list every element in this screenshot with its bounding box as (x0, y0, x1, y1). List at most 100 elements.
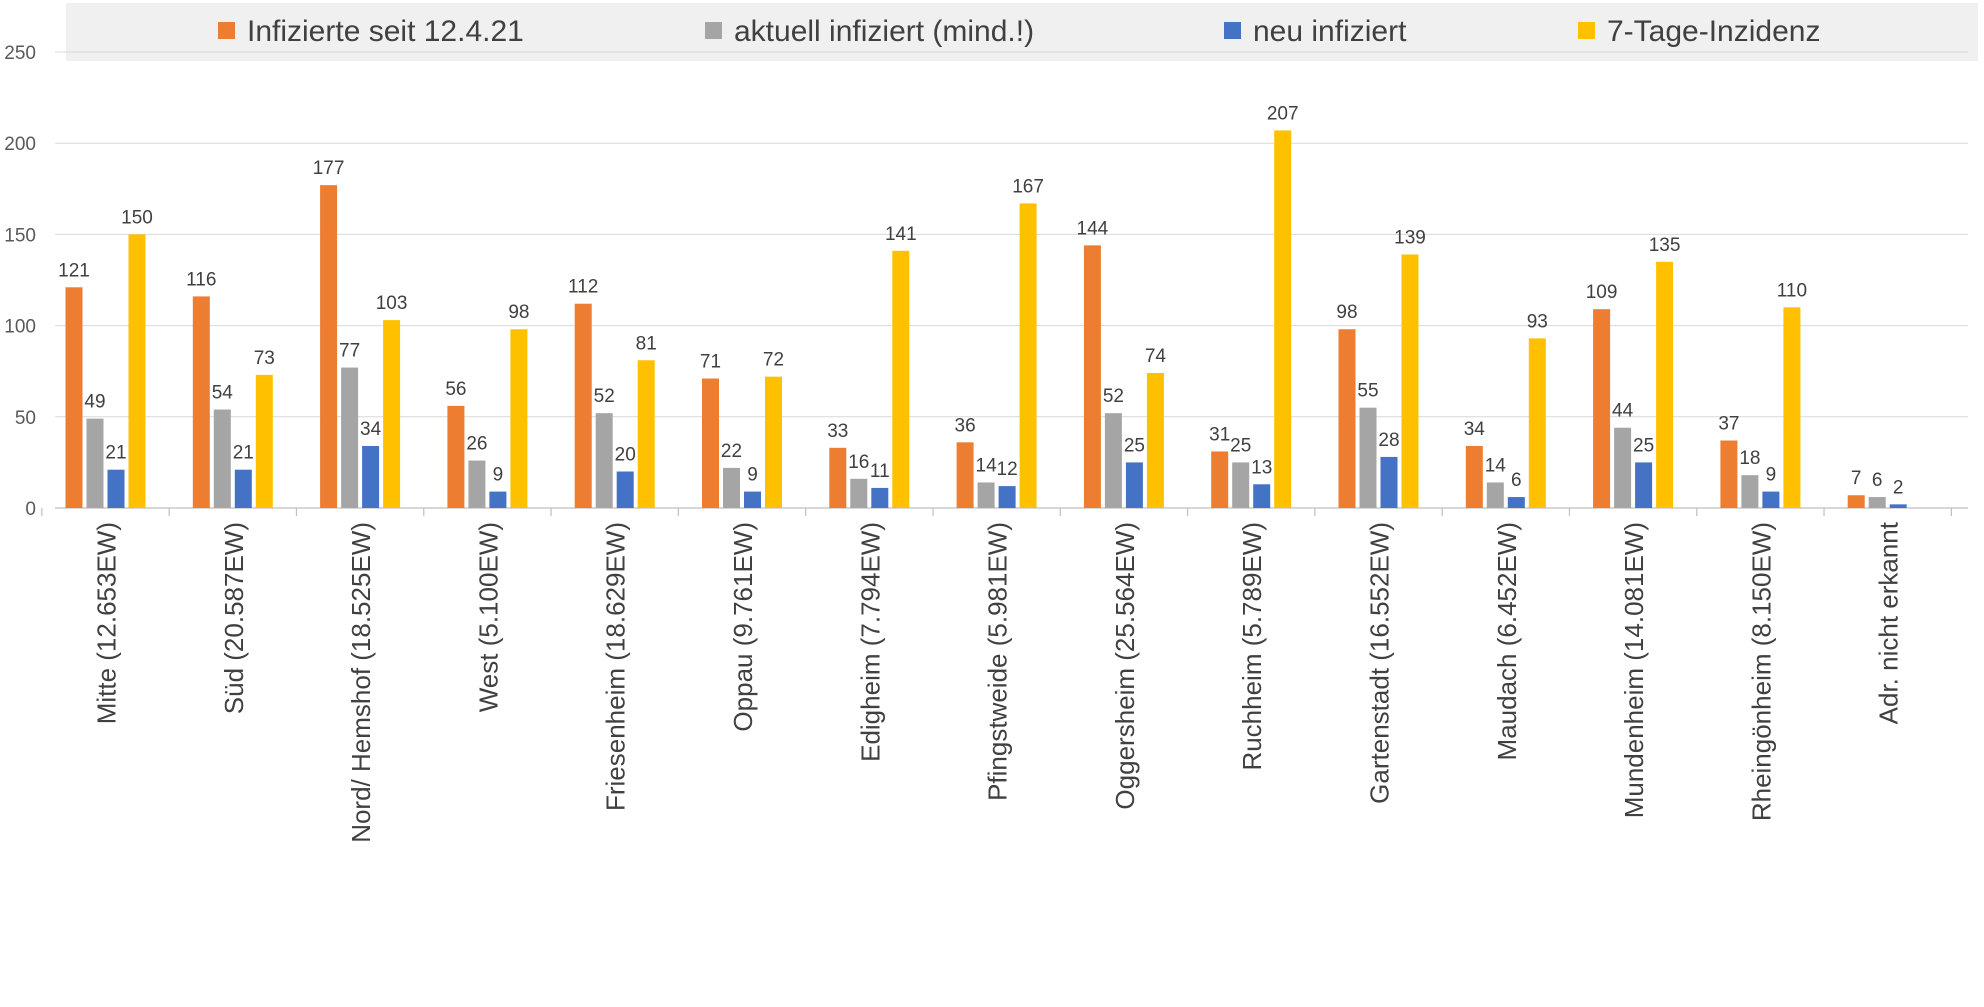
bar (86, 418, 104, 508)
data-label: 18 (1739, 448, 1760, 469)
data-label: 25 (1633, 435, 1654, 456)
bar (1211, 451, 1229, 508)
bar (595, 413, 613, 508)
data-label: 36 (955, 415, 976, 436)
legend-entry-label: Infizierte seit 12.4.21 (247, 15, 524, 48)
bar (1486, 482, 1504, 508)
data-label-layer: 1214921150116542173177773410356269981125… (58, 103, 1903, 498)
bar (320, 185, 338, 509)
data-label: 37 (1718, 414, 1739, 435)
data-label: 52 (1103, 386, 1124, 407)
bar (1528, 338, 1546, 508)
bar (765, 376, 782, 508)
data-label: 103 (376, 293, 408, 314)
category-label: Gartenstadt (16.552EW) (1365, 522, 1395, 804)
y-tick-label: 100 (4, 317, 36, 338)
legend-entry-label: neu infiziert (1253, 15, 1407, 48)
data-label: 110 (1777, 280, 1807, 301)
data-label: 139 (1394, 227, 1426, 248)
bar (1019, 203, 1037, 508)
data-label: 20 (615, 445, 636, 466)
bar (65, 287, 83, 508)
category-label: Oppau (9.761EW) (728, 522, 758, 732)
bar-layer (65, 130, 1907, 509)
bar (1783, 307, 1801, 508)
bar (1868, 497, 1886, 508)
bar (892, 250, 910, 509)
legend-swatch (1578, 22, 1595, 39)
y-tick-label: 150 (4, 225, 36, 246)
bar (1083, 245, 1101, 508)
data-label: 167 (1012, 176, 1044, 197)
data-label: 34 (1464, 419, 1486, 440)
data-label: 34 (360, 419, 382, 440)
bar (829, 447, 847, 508)
legend-swatch (705, 22, 722, 39)
category-label: Maudach (6.452EW) (1492, 522, 1522, 760)
data-label: 116 (186, 269, 216, 290)
data-label: 33 (827, 421, 848, 442)
data-label: 77 (339, 341, 360, 362)
y-tick-label: 200 (4, 134, 36, 155)
data-label: 25 (1230, 435, 1251, 456)
data-label: 141 (885, 224, 917, 245)
bar (1232, 462, 1250, 508)
data-label: 22 (721, 441, 742, 462)
data-label: 13 (1251, 457, 1272, 478)
bar (956, 442, 974, 508)
bar (1465, 445, 1483, 508)
bar (1338, 329, 1356, 508)
data-label: 31 (1209, 424, 1230, 445)
data-label: 56 (445, 379, 466, 400)
data-label: 2 (1893, 477, 1904, 498)
bar (489, 491, 507, 508)
category-label: Oggersheim (25.564EW) (1110, 522, 1140, 810)
legend-entry-label: aktuell infiziert (mind.!) (734, 15, 1034, 48)
data-label: 44 (1612, 401, 1634, 422)
data-label: 71 (700, 351, 721, 372)
bar (1274, 130, 1292, 508)
bar (998, 486, 1016, 508)
bar (1847, 495, 1865, 508)
data-label: 98 (508, 302, 529, 323)
bar (1762, 491, 1780, 508)
category-label: Friesenheim (18.629EW) (601, 522, 631, 811)
legend-swatch (1224, 22, 1241, 39)
bar (1401, 254, 1419, 508)
y-tick-label: 250 (4, 43, 36, 64)
bar (871, 487, 889, 508)
data-label: 9 (747, 465, 758, 486)
category-label: Adr. nicht erkannt (1874, 521, 1904, 724)
data-label: 98 (1336, 302, 1357, 323)
bar (1741, 475, 1759, 508)
data-label: 135 (1649, 235, 1681, 256)
bar (1359, 407, 1377, 508)
bar (616, 471, 634, 508)
bar (1104, 413, 1122, 508)
data-label: 81 (636, 333, 657, 354)
data-label: 150 (121, 207, 153, 228)
bar (468, 460, 486, 508)
data-label: 11 (870, 461, 890, 482)
bar (107, 469, 125, 508)
bar (255, 374, 273, 508)
data-label: 9 (1766, 465, 1777, 486)
bar (1593, 309, 1611, 508)
category-label: Pfingstweide (5.981EW) (983, 522, 1013, 801)
bar (977, 482, 995, 508)
data-label: 52 (594, 386, 615, 407)
y-tick-label: 50 (15, 408, 36, 429)
bar (383, 320, 401, 508)
bar (192, 296, 210, 508)
category-label: Nord/ Hemshof (18.525EW) (346, 522, 376, 843)
bar (637, 360, 655, 508)
data-label: 74 (1145, 346, 1167, 367)
data-label: 6 (1511, 470, 1522, 491)
data-label: 121 (58, 260, 90, 281)
data-label: 177 (313, 158, 345, 179)
category-label: Mitte (12.653EW) (92, 522, 122, 724)
bar (362, 445, 380, 508)
data-label: 14 (1485, 455, 1507, 476)
